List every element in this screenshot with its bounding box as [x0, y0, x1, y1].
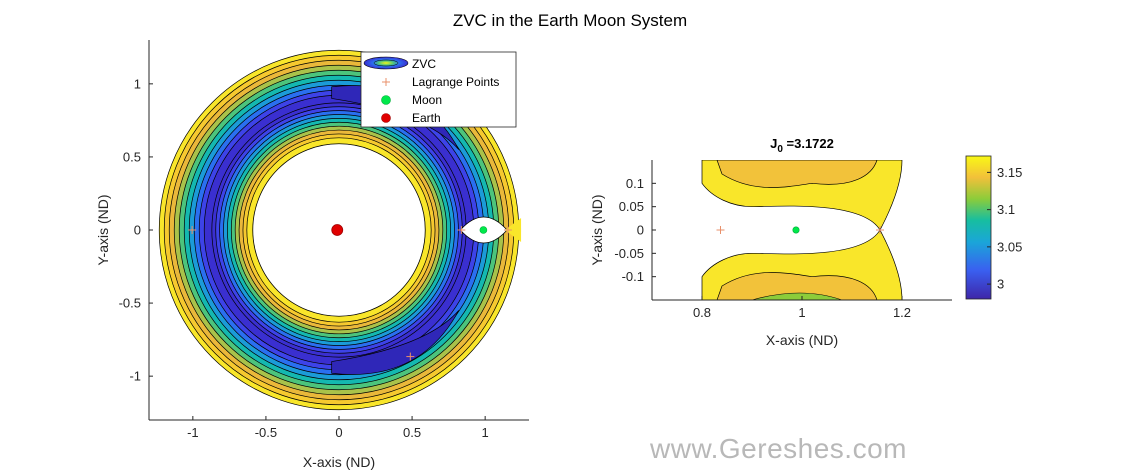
colorbar-tick-label: 3.15 [997, 165, 1022, 180]
legend-entry-zvc: ZVC [412, 57, 436, 71]
legend-entry-lagrange: Lagrange Points [412, 75, 499, 89]
figure-title: ZVC in the Earth Moon System [453, 11, 687, 30]
l2-sliver [505, 218, 522, 242]
colorbar-tick-label: 3.1 [997, 202, 1015, 217]
colorbar-ticks: 3 3.05 3.1 3.15 [987, 165, 1022, 292]
x-tick-label: 0.8 [693, 305, 711, 320]
left-plot: -1 -0.5 0 0.5 1 -1 -0.5 0 0.5 1 X-axis (ND) Y-ax… [95, 40, 529, 470]
legend-earth-marker [381, 113, 391, 123]
x-tick-label: 1 [798, 305, 805, 320]
y-tick-label: -0.05 [614, 246, 644, 261]
legend-moon-marker [381, 95, 391, 105]
legend-entry-moon: Moon [412, 93, 442, 107]
right-y-axis-label: Y-axis (ND) [589, 194, 605, 265]
left-x-ticks: -1 -0.5 0 0.5 1 [187, 416, 489, 440]
legend-entry-earth: Earth [412, 111, 441, 125]
colorbar-tick-label: 3 [997, 277, 1004, 292]
right-title-j: J [770, 136, 777, 151]
y-tick-label: 0.5 [123, 149, 141, 164]
zoom-moon-marker [792, 226, 800, 234]
zoom-filled-contours [701, 160, 903, 300]
x-tick-label: 0 [335, 425, 342, 440]
x-tick-label: 1.2 [893, 305, 911, 320]
colorbar-tick-label: 3.05 [997, 239, 1022, 254]
right-x-ticks: 0.8 1 1.2 [693, 296, 911, 320]
right-x-axis-label: X-axis (ND) [766, 332, 838, 348]
lower-orange-band [716, 272, 878, 300]
x-tick-label: -0.5 [255, 425, 277, 440]
y-tick-label: -1 [129, 369, 141, 384]
x-tick-label: 0.5 [403, 425, 421, 440]
legend: ZVC Lagrange Points Moon Earth [360, 51, 517, 128]
right-title-subscript: 0 [777, 144, 783, 155]
colorbar: 3 3.05 3.1 3.15 [965, 155, 1022, 300]
right-markers [716, 226, 884, 234]
watermark: www.Gereshes.com [650, 433, 907, 464]
left-x-axis-label: X-axis (ND) [303, 454, 375, 470]
y-tick-label: -0.5 [119, 296, 141, 311]
moon-marker [479, 226, 488, 234]
upper-orange-band [716, 160, 878, 188]
y-tick-label: 0.05 [619, 199, 644, 214]
legend-zvc-icon [363, 56, 409, 70]
colorbar-gradient [965, 155, 992, 300]
x-tick-label: -1 [187, 425, 199, 440]
right-y-ticks: -0.1 -0.05 0 0.05 0.1 [614, 176, 656, 284]
right-plot-title: J0 =3.1722 [770, 136, 834, 155]
y-tick-label: 1 [134, 76, 141, 91]
l5-trough-lobe [331, 310, 460, 375]
y-tick-label: -0.1 [622, 269, 644, 284]
left-y-ticks: -1 -0.5 0 0.5 1 [119, 76, 153, 384]
left-y-axis-label: Y-axis (ND) [95, 194, 111, 265]
y-tick-label: 0.1 [626, 176, 644, 191]
y-tick-label: 0 [637, 223, 644, 238]
legend-lagrange-marker [382, 78, 390, 86]
earth-marker [331, 224, 344, 236]
right-title-value: =3.1722 [783, 136, 834, 151]
y-tick-label: 0 [134, 223, 141, 238]
x-tick-label: 1 [482, 425, 489, 440]
